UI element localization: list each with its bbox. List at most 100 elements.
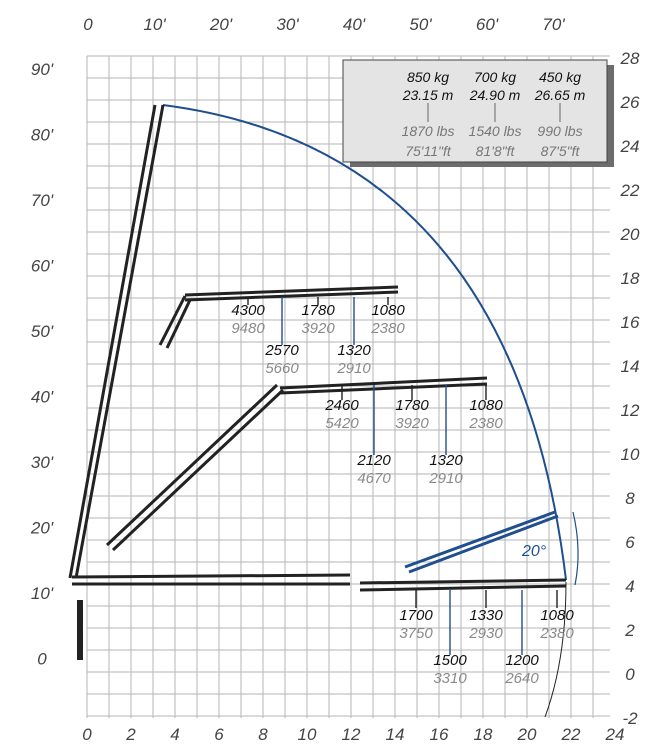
- right-axis-tick: 28: [620, 49, 640, 68]
- legend-kg: 450 kg: [539, 69, 581, 85]
- legend-lbs: 1540 lbs: [469, 123, 522, 139]
- bottom-axis-tick: 10: [298, 725, 317, 744]
- load-lbs-label: 9480: [231, 320, 265, 337]
- right-axis-tick: 18: [621, 269, 640, 288]
- load-lbs-label: 2910: [336, 360, 371, 377]
- left-axis-tick: 20': [30, 519, 54, 538]
- boom-vertical: [68, 104, 165, 660]
- right-axis-tick: 26: [620, 93, 640, 112]
- legend-lbs: 990 lbs: [537, 123, 582, 139]
- legend-m: 26.65 m: [534, 87, 586, 103]
- load-kg-label: 1700: [399, 607, 433, 624]
- load-lbs-label: 3920: [301, 320, 335, 337]
- left-axis-tick: 80': [31, 126, 54, 145]
- right-axis-tick: 16: [621, 313, 640, 332]
- bottom-axis-tick: 6: [214, 725, 224, 744]
- bottom-axis-tick: 22: [561, 725, 581, 744]
- load-kg-label: 1330: [469, 607, 503, 624]
- outer-reach-arc: [544, 581, 567, 718]
- load-lbs-label: 4670: [357, 470, 391, 487]
- right-axis-tick: 22: [620, 181, 640, 200]
- load-kg-label: 1500: [433, 652, 467, 669]
- left-axis-tick: 60': [31, 257, 54, 276]
- load-kg-label: 1080: [540, 607, 574, 624]
- right-axis-tick: 10: [621, 445, 640, 464]
- left-axis-tick: 0: [37, 650, 47, 669]
- left-axis-tick: 40': [31, 388, 54, 407]
- right-axis-tick: 8: [625, 489, 635, 508]
- boom-middle: [105, 376, 488, 552]
- load-lbs-label: 2380: [539, 625, 574, 642]
- bottom-axis-tick: 16: [430, 725, 449, 744]
- top-axis-tick: 60': [476, 15, 499, 34]
- load-lbs-label: 2380: [370, 320, 405, 337]
- load-kg-label: 2570: [264, 342, 299, 359]
- top-axis-tick: 50': [409, 15, 432, 34]
- top-axis-tick: 10': [143, 15, 166, 34]
- legend-box: [342, 59, 614, 167]
- legend-ft: 87'5"ft: [541, 143, 581, 159]
- bottom-axis-tick: 14: [386, 725, 405, 744]
- load-kg-label: 1320: [429, 452, 463, 469]
- load-lbs-label: 2640: [504, 670, 539, 687]
- top-axis-tick: 30': [276, 15, 299, 34]
- jib-angle-label: 20°: [521, 543, 547, 560]
- load-kg-label: 1320: [337, 342, 371, 359]
- bottom-axis-tick: 20: [517, 725, 537, 744]
- top-axis-tick: 70': [542, 15, 565, 34]
- load-lbs-label: 2910: [428, 470, 463, 487]
- load-kg-label: 1780: [301, 302, 335, 319]
- load-labels: 4300948017803920108023802570566013202910…: [231, 297, 574, 687]
- load-lbs-label: 3750: [399, 625, 433, 642]
- right-axis-tick: 20: [620, 225, 640, 244]
- grid: [86, 55, 610, 718]
- bottom-axis-tick: 18: [474, 725, 493, 744]
- right-axis-tick: 24: [620, 137, 640, 156]
- bottom-axis-tick: 4: [170, 725, 179, 744]
- load-kg-label: 4300: [231, 302, 265, 319]
- legend-ft: 75'11"ft: [405, 143, 452, 159]
- right-axis-tick: 0: [625, 665, 635, 684]
- bottom-axis-tick: 8: [258, 725, 268, 744]
- legend-kg: 850 kg: [407, 69, 449, 85]
- left-axis-tick: 10': [31, 584, 54, 603]
- load-kg-label: 2460: [324, 397, 359, 414]
- load-lbs-label: 2380: [468, 415, 503, 432]
- legend-rows: 850 kg 23.15 m 1870 lbs 75'11"ft 700 kg 24.90…: [402, 69, 586, 159]
- load-lbs-label: 3310: [433, 670, 467, 687]
- right-axis-tick: 4: [625, 577, 634, 596]
- max-reach-arc: [162, 104, 567, 581]
- load-lbs-label: 5660: [265, 360, 299, 377]
- top-axis-tick: 0: [83, 15, 93, 34]
- right-axis-tick: 6: [625, 533, 635, 552]
- load-kg-label: 1200: [505, 652, 539, 669]
- legend-ft: 81'8"ft: [476, 143, 516, 159]
- top-axis-tick: 20': [209, 15, 233, 34]
- bottom-axis-tick: 12: [342, 725, 361, 744]
- top-axis-tick: 40': [343, 15, 366, 34]
- load-kg-label: 1080: [469, 397, 503, 414]
- axis-ticks: 0 2 4 6 8 10 12 14 16 18 20 22 242826242220181614121…: [30, 15, 640, 744]
- bottom-axis-tick: 0: [82, 725, 92, 744]
- bottom-axis-tick: 2: [125, 725, 136, 744]
- right-axis-tick: -2: [622, 709, 638, 728]
- load-lbs-label: 5420: [325, 415, 359, 432]
- boom-horizontal: [71, 573, 567, 592]
- legend-m: 24.90 m: [469, 87, 521, 103]
- right-axis-tick: 12: [621, 401, 640, 420]
- left-axis-tick: 50': [31, 322, 54, 341]
- left-axis-tick: 70': [31, 191, 54, 210]
- load-kg-label: 2120: [356, 452, 391, 469]
- right-axis-tick: 2: [624, 621, 635, 640]
- load-kg-label: 1780: [395, 397, 429, 414]
- angle-arc: [572, 511, 579, 586]
- legend-m: 23.15 m: [402, 87, 454, 103]
- load-lbs-label: 2930: [468, 625, 503, 642]
- left-axis-tick: 90': [31, 60, 54, 79]
- boom-upper: [158, 285, 399, 349]
- jib-extension: [404, 510, 559, 574]
- left-axis-tick: 30': [31, 453, 54, 472]
- bottom-axis-tick: 24: [605, 725, 625, 744]
- right-axis-tick: 14: [621, 357, 640, 376]
